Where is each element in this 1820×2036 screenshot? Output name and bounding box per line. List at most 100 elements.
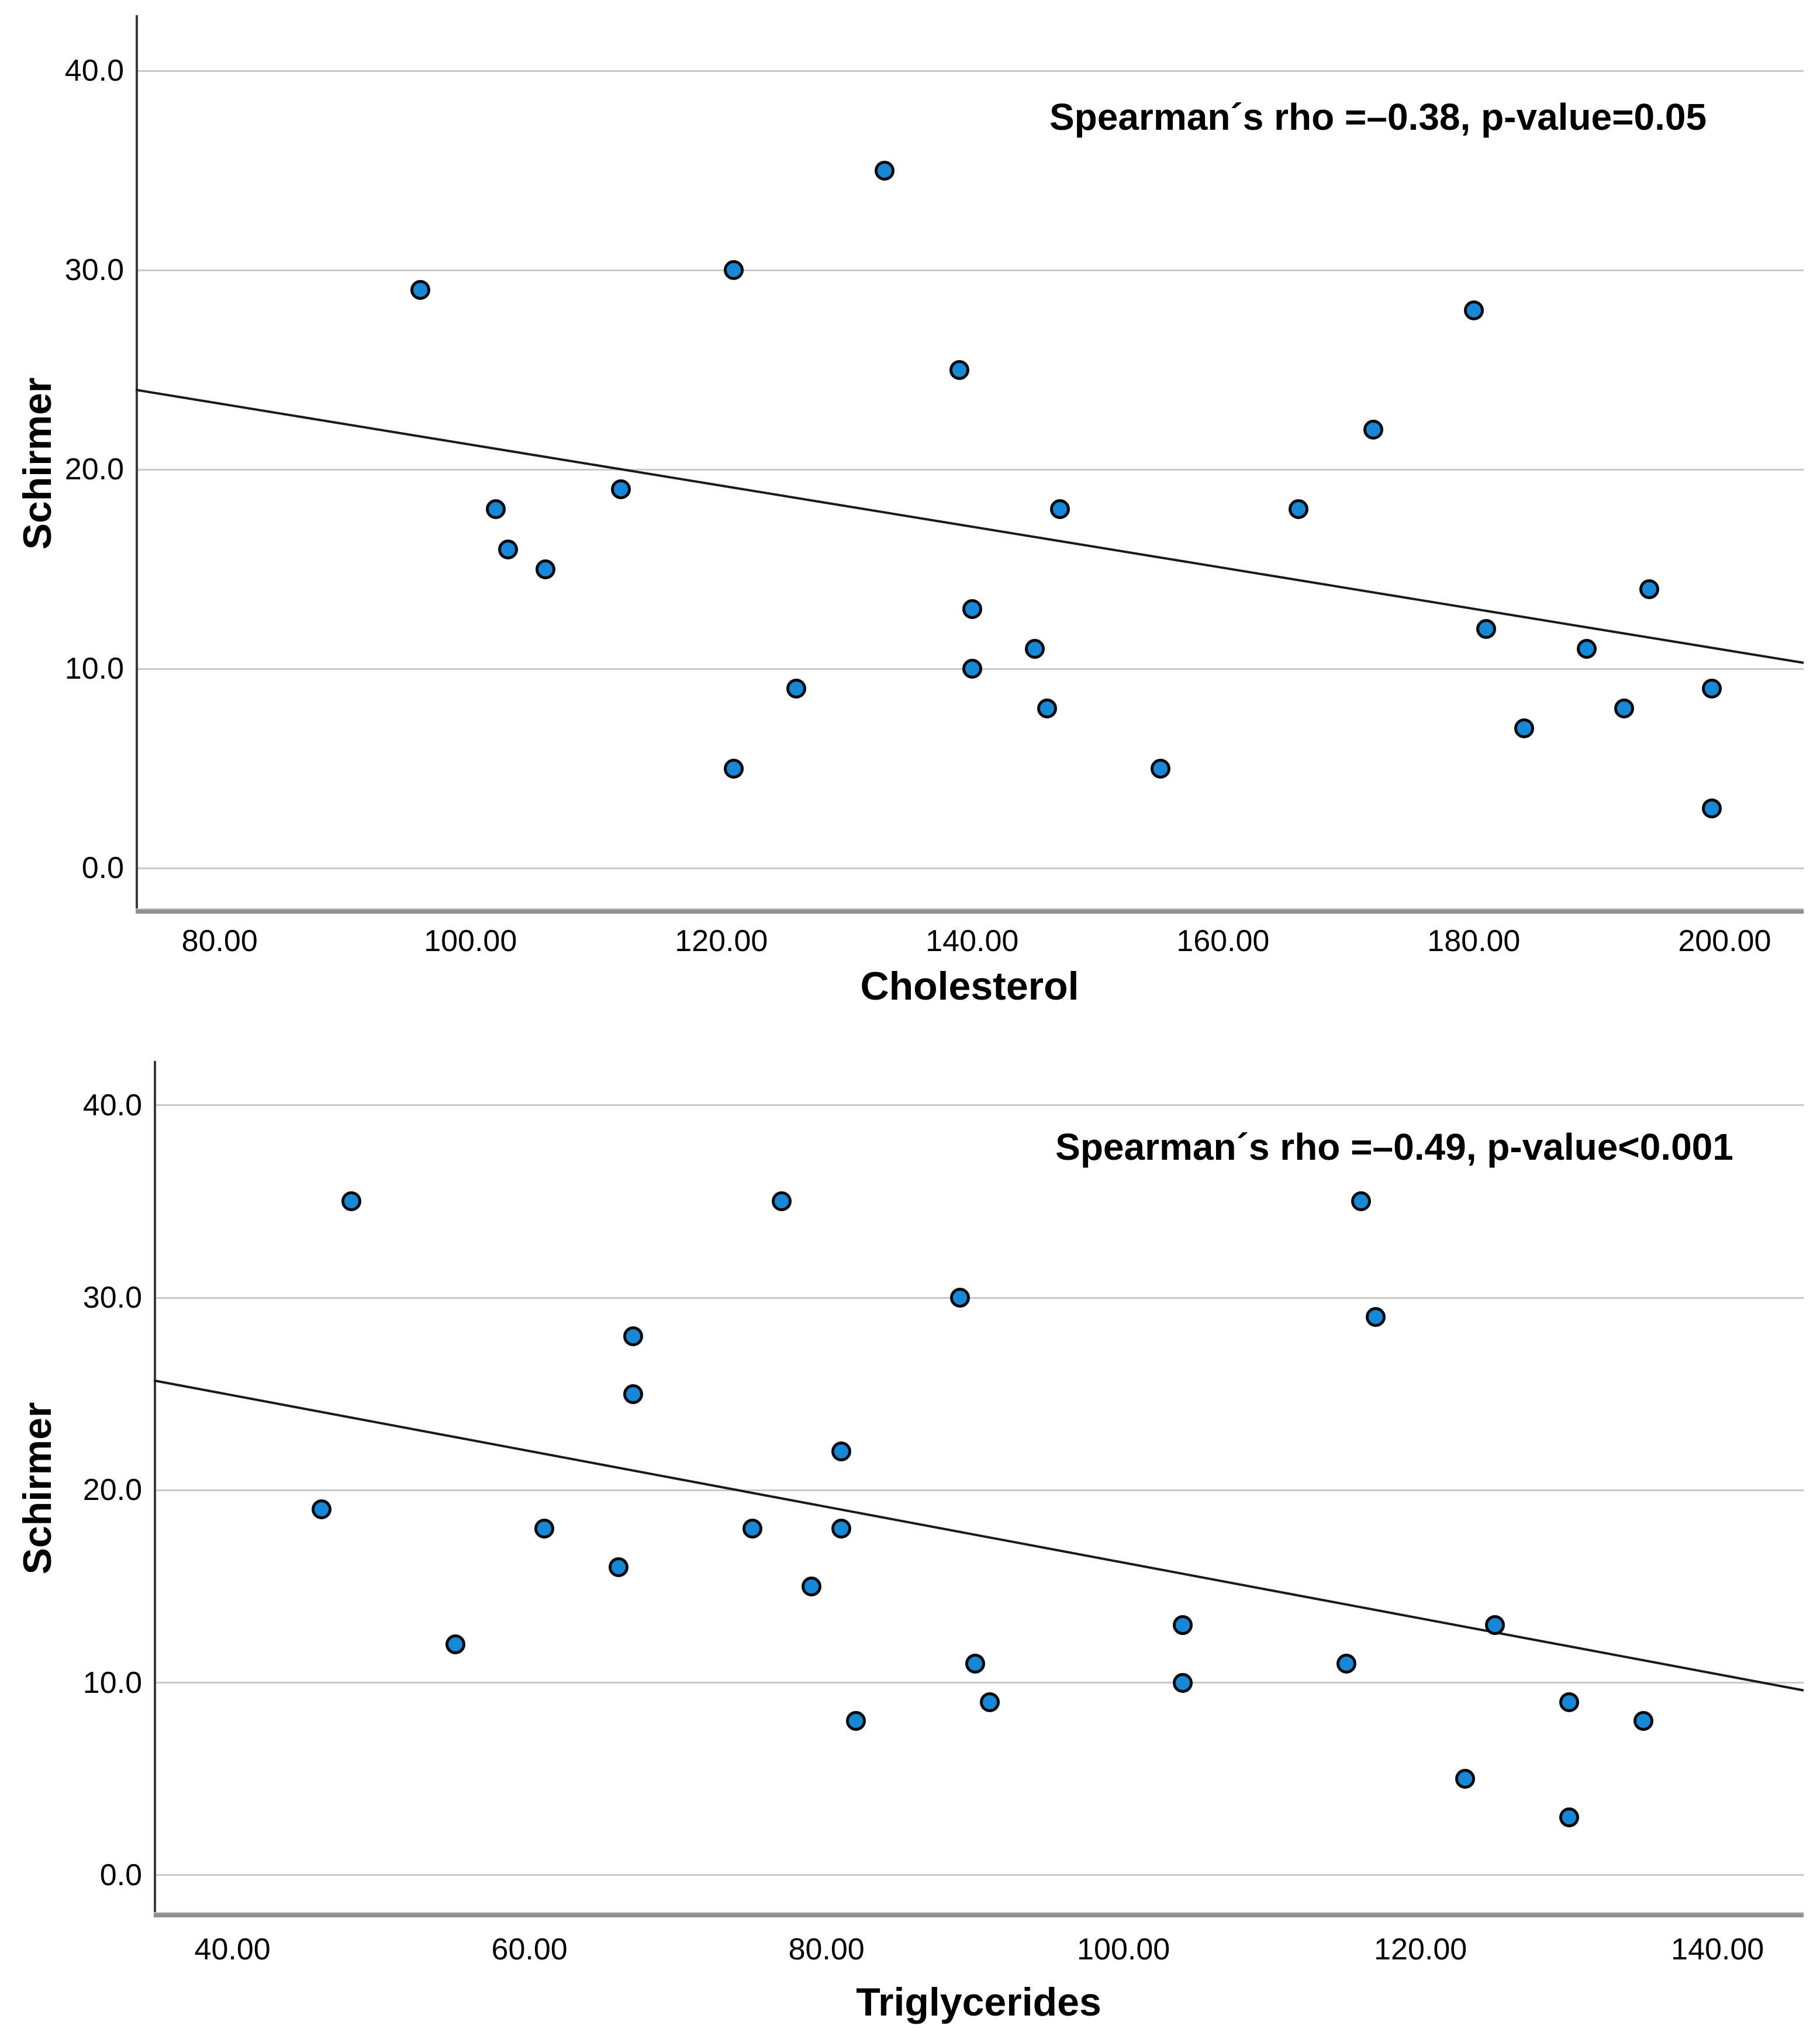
data-point xyxy=(1351,1191,1372,1212)
x-tick-label: 120.00 xyxy=(675,924,768,958)
x-tick-label: 200.00 xyxy=(1678,924,1771,958)
y-tick-label: 40.0 xyxy=(82,1088,142,1122)
y-gridline xyxy=(136,668,1804,670)
fit-line xyxy=(153,1379,1804,1692)
y-axis-line xyxy=(136,15,138,912)
data-point xyxy=(1639,579,1660,599)
y-tick-label: 0.0 xyxy=(81,851,124,885)
data-point xyxy=(1514,718,1534,739)
data-point xyxy=(1559,1807,1579,1828)
y-gridline xyxy=(136,867,1804,869)
plot-area xyxy=(153,1061,1804,1917)
data-point xyxy=(965,1653,985,1674)
data-point xyxy=(846,1711,866,1731)
x-axis-title: Triglycerides xyxy=(856,1980,1101,2024)
data-point xyxy=(724,260,744,281)
y-tick-label: 20.0 xyxy=(82,1473,142,1508)
data-point xyxy=(786,679,807,699)
data-point xyxy=(962,599,982,619)
x-tick-label: 160.00 xyxy=(1176,924,1270,958)
data-point xyxy=(609,1557,629,1577)
y-tick-label: 40.0 xyxy=(64,54,124,88)
x-tick-label: 140.00 xyxy=(925,924,1019,958)
data-point xyxy=(950,1288,971,1308)
x-tick-label: 100.00 xyxy=(1077,1933,1170,1966)
y-gridline xyxy=(136,468,1804,471)
y-gridline xyxy=(154,1682,1804,1684)
data-point xyxy=(1633,1711,1653,1731)
data-point xyxy=(1484,1615,1505,1635)
data-point xyxy=(312,1499,332,1520)
data-point xyxy=(1366,1306,1386,1327)
data-point xyxy=(724,758,744,779)
spearman-annotation: Spearman´s rho =–0.49, p-value<0.001 xyxy=(1055,1126,1733,1168)
x-tick-label: 120.00 xyxy=(1374,1933,1467,1966)
data-point xyxy=(831,1519,852,1539)
data-point xyxy=(1173,1615,1193,1635)
data-point xyxy=(962,659,982,679)
data-point xyxy=(1049,499,1070,520)
spearman-annotation: Spearman´s rho =–0.38, p-value=0.05 xyxy=(1049,96,1707,138)
x-tick-label: 80.00 xyxy=(181,924,258,958)
data-point xyxy=(1614,699,1635,719)
data-point xyxy=(623,1326,644,1346)
data-point xyxy=(1037,699,1058,719)
x-tick-label: 40.00 xyxy=(194,1933,271,1966)
y-gridline xyxy=(136,269,1804,271)
x-axis-title: Cholesterol xyxy=(860,964,1079,1008)
data-point xyxy=(410,280,430,300)
data-point xyxy=(1559,1692,1579,1712)
data-point xyxy=(611,479,631,500)
y-tick-label: 30.0 xyxy=(64,253,124,288)
x-tick-label: 180.00 xyxy=(1427,924,1521,958)
data-point xyxy=(980,1692,1000,1712)
y-tick-label: 20.0 xyxy=(64,452,124,487)
data-point xyxy=(1463,300,1484,320)
data-point xyxy=(1702,798,1722,818)
x-tick-label: 60.00 xyxy=(491,1933,568,1966)
data-point xyxy=(1455,1769,1475,1789)
x-tick-label: 140.00 xyxy=(1671,1933,1764,1966)
data-point xyxy=(874,160,895,181)
data-point xyxy=(1476,618,1497,639)
y-gridline xyxy=(136,70,1804,72)
y-tick-label: 10.0 xyxy=(82,1665,142,1700)
fit-line xyxy=(135,388,1804,664)
data-point xyxy=(949,360,970,380)
y-axis-title: Schirmer xyxy=(15,1402,60,1575)
y-gridline xyxy=(154,1874,1804,1876)
data-point xyxy=(831,1442,852,1462)
data-point xyxy=(1150,758,1170,779)
data-point xyxy=(1576,639,1597,659)
x-axis-line xyxy=(136,908,1804,914)
data-point xyxy=(1363,420,1384,440)
data-point xyxy=(1288,499,1308,520)
data-point xyxy=(534,1519,555,1539)
x-axis-line xyxy=(154,1912,1804,1917)
data-point xyxy=(1702,679,1722,699)
y-gridline xyxy=(154,1297,1804,1299)
plot-area xyxy=(135,15,1804,914)
data-point xyxy=(742,1519,762,1539)
data-point xyxy=(485,499,506,520)
data-point xyxy=(1336,1653,1356,1674)
y-axis-line xyxy=(154,1061,156,1916)
y-tick-label: 30.0 xyxy=(82,1281,142,1315)
data-point xyxy=(341,1191,361,1212)
x-tick-label: 80.00 xyxy=(788,1933,865,1966)
data-point xyxy=(1025,639,1045,659)
y-axis-title: Schirmer xyxy=(15,377,60,550)
fit-line-layer xyxy=(135,388,1804,664)
y-tick-label: 0.0 xyxy=(99,1858,142,1892)
data-point xyxy=(623,1384,644,1404)
y-tick-label: 10.0 xyxy=(64,652,124,686)
data-point xyxy=(802,1576,822,1596)
y-gridline xyxy=(154,1104,1804,1107)
x-tick-label: 100.00 xyxy=(424,924,517,958)
y-gridline xyxy=(154,1489,1804,1491)
data-point xyxy=(498,539,519,559)
data-point xyxy=(772,1191,792,1212)
